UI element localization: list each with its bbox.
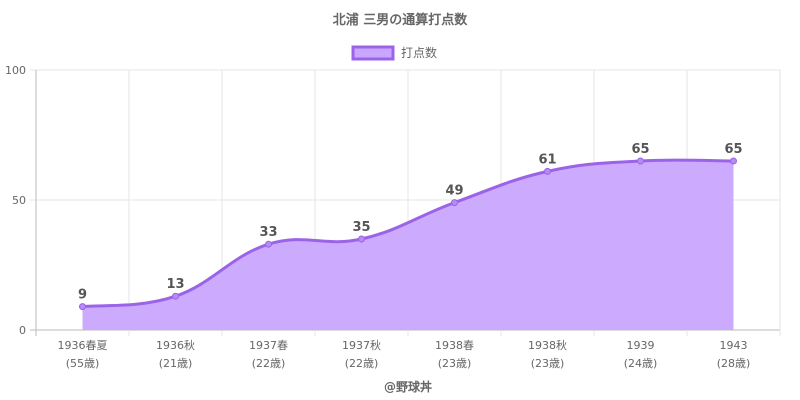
legend-swatch bbox=[351, 45, 395, 61]
x-tick-label: 1937秋(22歳) bbox=[342, 338, 381, 370]
x-tick-label: 1937春(22歳) bbox=[249, 339, 288, 370]
data-label: 61 bbox=[538, 152, 556, 167]
data-label: 65 bbox=[631, 142, 649, 157]
chart-title: 北浦 三男の通算打点数 bbox=[333, 12, 469, 28]
data-label: 13 bbox=[166, 277, 184, 292]
chart-credit: @野球丼 bbox=[384, 379, 432, 394]
series-line bbox=[82, 158, 734, 309]
data-point bbox=[544, 167, 551, 175]
x-tick-label: 1943 (28歳) bbox=[717, 339, 751, 370]
data-point bbox=[79, 303, 86, 311]
x-tick-label: 1938秋(23歳) bbox=[528, 338, 567, 370]
x-tick-label: 1939 (24歳) bbox=[624, 339, 658, 370]
data-label: 33 bbox=[259, 225, 277, 240]
axis-ticks: 0 50 100 1936春夏(55歳) 1936秋(21歳) 1937春(22歳) 193… bbox=[5, 64, 750, 370]
series-area bbox=[82, 160, 734, 330]
x-tick-label: 1938春(23歳) bbox=[435, 339, 474, 370]
x-tick-label: 1936春夏(55歳) bbox=[58, 339, 108, 370]
x-tick-label: 1936秋(21歳) bbox=[156, 338, 195, 370]
data-point bbox=[451, 199, 458, 207]
data-label: 49 bbox=[445, 184, 463, 199]
plot-area bbox=[79, 157, 737, 330]
data-point bbox=[637, 157, 644, 165]
data-point bbox=[730, 157, 737, 165]
data-point bbox=[172, 292, 179, 300]
y-tick-label: 100 bbox=[5, 64, 26, 77]
data-labels: 9 13 33 35 49 61 65 65 bbox=[78, 142, 743, 303]
y-tick-label: 50 bbox=[12, 194, 26, 207]
data-label: 35 bbox=[352, 220, 370, 235]
data-label: 65 bbox=[724, 142, 742, 157]
data-point bbox=[358, 235, 365, 243]
legend[interactable]: 打点数 bbox=[351, 45, 437, 61]
data-point bbox=[265, 240, 272, 248]
legend-label: 打点数 bbox=[401, 45, 437, 60]
y-tick-label: 0 bbox=[19, 324, 26, 337]
data-label: 9 bbox=[78, 288, 87, 303]
